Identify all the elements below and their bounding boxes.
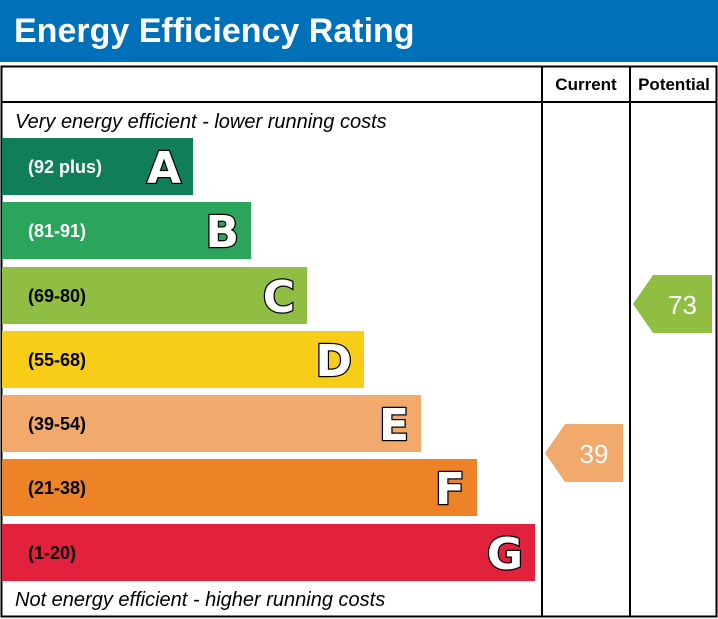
band-range-label: (39-54) bbox=[28, 414, 86, 434]
band-range-label: (92 plus) bbox=[28, 157, 102, 177]
band-letter: D bbox=[315, 336, 352, 387]
band-c: (69-80) C bbox=[2, 267, 307, 324]
band-b: (81-91) B bbox=[2, 202, 251, 259]
band-bar bbox=[2, 202, 251, 259]
top-note: Very energy efficient - lower running co… bbox=[15, 111, 387, 133]
band-range-label: (21-38) bbox=[28, 478, 86, 498]
band-letter: B bbox=[205, 207, 239, 258]
band-f: (21-38) F bbox=[2, 459, 477, 516]
column-header-current: Current bbox=[555, 75, 617, 94]
band-letter: A bbox=[147, 143, 181, 194]
potential-rating-value: 73 bbox=[668, 290, 697, 320]
band-range-label: (81-91) bbox=[28, 221, 86, 241]
potential-rating: 73 bbox=[633, 275, 712, 333]
bottom-note: Not energy efficient - higher running co… bbox=[15, 589, 385, 611]
band-letter: G bbox=[487, 529, 523, 580]
table-border bbox=[0, 65, 718, 618]
band-bar bbox=[2, 331, 364, 388]
current-rating: 39 bbox=[545, 424, 623, 482]
chart-title: Energy Efficiency Rating bbox=[14, 12, 415, 50]
band-range-label: (69-80) bbox=[28, 286, 86, 306]
column-header-potential: Potential bbox=[638, 75, 710, 94]
band-bar bbox=[2, 524, 535, 581]
current-rating-arrow bbox=[545, 424, 623, 482]
band-d: (55-68) D bbox=[2, 331, 364, 388]
band-g: (1-20) G bbox=[2, 524, 535, 581]
band-range-label: (55-68) bbox=[28, 350, 86, 370]
band-bar bbox=[2, 395, 421, 452]
band-bar bbox=[2, 459, 477, 516]
current-rating-value: 39 bbox=[580, 439, 609, 469]
band-a: (92 plus) A bbox=[2, 138, 193, 195]
band-letter: C bbox=[263, 272, 295, 323]
band-range-label: (1-20) bbox=[28, 543, 76, 563]
title-bar bbox=[0, 0, 718, 62]
band-letter: F bbox=[435, 464, 465, 515]
potential-rating-arrow bbox=[633, 275, 712, 333]
band-letter: E bbox=[379, 400, 409, 451]
band-e: (39-54) E bbox=[2, 395, 421, 452]
band-bar bbox=[2, 267, 307, 324]
band-bar bbox=[2, 138, 193, 195]
